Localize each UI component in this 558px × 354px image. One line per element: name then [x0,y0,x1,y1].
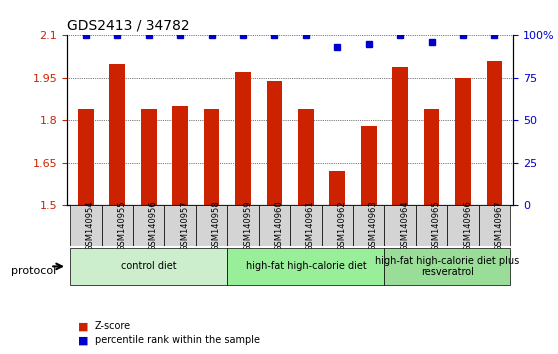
FancyBboxPatch shape [227,205,259,246]
Bar [78,109,94,205]
Bar [267,81,282,205]
Text: GSM140962: GSM140962 [338,200,347,251]
Bar [455,78,471,205]
FancyBboxPatch shape [384,248,510,285]
FancyBboxPatch shape [227,248,384,285]
Bar [298,109,314,205]
Text: Z-score: Z-score [95,321,131,331]
Text: GSM140965: GSM140965 [432,200,441,251]
Bar [235,72,251,205]
FancyBboxPatch shape [479,205,510,246]
Bar [141,109,157,205]
Text: high-fat high-calorie diet: high-fat high-calorie diet [246,261,366,272]
Text: ■: ■ [78,335,89,346]
FancyBboxPatch shape [353,205,384,246]
FancyBboxPatch shape [70,205,102,246]
Text: protocol: protocol [11,266,56,276]
Bar [329,171,345,205]
Text: GSM140956: GSM140956 [148,200,158,251]
FancyBboxPatch shape [196,205,227,246]
FancyBboxPatch shape [165,205,196,246]
Text: GSM140967: GSM140967 [494,200,503,251]
Bar [424,109,440,205]
Text: GSM140957: GSM140957 [180,200,189,251]
Text: GSM140966: GSM140966 [463,200,472,251]
FancyBboxPatch shape [259,205,290,246]
Text: control diet: control diet [121,261,176,272]
Text: GSM140960: GSM140960 [275,200,283,251]
Bar [109,64,125,205]
Text: percentile rank within the sample: percentile rank within the sample [95,335,260,346]
Text: ■: ■ [78,321,89,331]
Text: GSM140959: GSM140959 [243,200,252,251]
Text: GSM140964: GSM140964 [400,200,409,251]
FancyBboxPatch shape [133,205,165,246]
Text: GSM140954: GSM140954 [86,200,95,251]
Text: GSM140963: GSM140963 [369,200,378,251]
Bar [204,109,219,205]
Bar [361,126,377,205]
FancyBboxPatch shape [290,205,321,246]
FancyBboxPatch shape [448,205,479,246]
Bar [487,61,502,205]
Text: GSM140958: GSM140958 [211,200,220,251]
Bar [392,67,408,205]
FancyBboxPatch shape [70,248,227,285]
Text: GSM140955: GSM140955 [117,200,126,251]
Bar [172,106,188,205]
FancyBboxPatch shape [384,205,416,246]
FancyBboxPatch shape [321,205,353,246]
Text: high-fat high-calorie diet plus
resveratrol: high-fat high-calorie diet plus resverat… [375,256,519,277]
Text: GSM140961: GSM140961 [306,200,315,251]
Text: GDS2413 / 34782: GDS2413 / 34782 [67,19,190,33]
FancyBboxPatch shape [102,205,133,246]
FancyBboxPatch shape [416,205,448,246]
